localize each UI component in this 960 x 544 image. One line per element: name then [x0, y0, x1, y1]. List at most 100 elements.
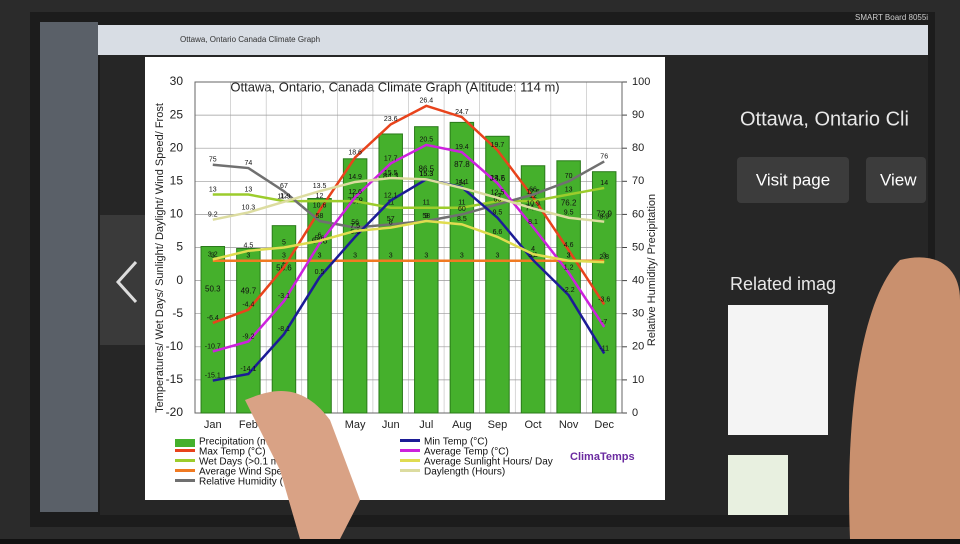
bar [591, 171, 617, 414]
bar-label: 50.3 [205, 284, 221, 293]
point-label: 13 [244, 186, 252, 193]
point-label: -8.1 [278, 326, 290, 333]
view-button[interactable] [866, 157, 926, 203]
point-label: 3 [282, 253, 286, 260]
brand: ClimaTemps [570, 451, 635, 463]
point-label: 14 [600, 180, 608, 187]
y2-tick-label: 80 [632, 142, 644, 154]
y-tick-label: -10 [166, 339, 184, 353]
legend-label: Max Temp (°C) [199, 447, 266, 458]
point-label: 11 [423, 200, 430, 207]
point-label: 4.6 [564, 242, 574, 249]
point-label: 12 [494, 193, 502, 200]
point-label: 56 [351, 219, 359, 226]
point-label: 10.6 [313, 202, 327, 209]
point-label: 3 [531, 253, 535, 260]
point-label: 0.5 [315, 269, 325, 276]
point-label: 7.5 [350, 223, 360, 230]
x-tick-label: Jul [419, 419, 433, 431]
bar [449, 121, 475, 414]
visit-button[interactable] [737, 157, 849, 203]
point-label: 3 [424, 253, 428, 260]
point-label: 13.5 [313, 183, 327, 190]
point-label: 11 [458, 200, 465, 207]
point-label: 9.5 [493, 210, 503, 217]
y2-tick-label: 90 [632, 109, 644, 121]
legend-label: Average Temp (°C) [424, 447, 509, 458]
point-label: -3.6 [598, 296, 610, 303]
bar-label: 84.3 [383, 172, 399, 181]
legend-label: Average Sunlight Hours/ Day [424, 457, 553, 468]
point-label: 3 [602, 253, 606, 260]
legend-swatch [175, 479, 195, 482]
bar-label: 83.6 [490, 174, 506, 183]
point-label: 58 [316, 213, 324, 220]
point-label: -4.4 [242, 302, 254, 309]
x-tick-label: May [345, 419, 366, 431]
x-tick-label: Feb [239, 419, 258, 431]
visit-label: Visit page [756, 170, 830, 189]
point-label: 8.1 [528, 219, 538, 226]
thumbnail[interactable] [728, 305, 828, 435]
point-label: 3 [567, 253, 571, 260]
point-label: -11 [599, 345, 609, 352]
y2-tick-label: 60 [632, 208, 644, 220]
y2-tick-label: 50 [632, 241, 644, 253]
point-label: 12.5 [491, 190, 505, 197]
point-label: 12.6 [348, 189, 362, 196]
point-label: 5 [282, 239, 286, 246]
y2-tick-label: 10 [632, 374, 644, 386]
point-label: 12.6 [526, 189, 540, 196]
y2-tick-label: 40 [632, 275, 644, 287]
prev-arrow [115, 260, 138, 304]
point-label: 23.6 [384, 116, 398, 123]
point-label: 6 [318, 233, 322, 240]
point-label: 14.1 [455, 179, 469, 186]
point-label: 3 [567, 253, 571, 260]
person [849, 257, 960, 539]
bar [200, 246, 226, 414]
browser-title: Ottawa, Ontario Canada Climate Graph [180, 35, 320, 44]
point-label: 74 [244, 160, 252, 167]
series-line [212, 186, 605, 210]
point-label: 58 [422, 213, 430, 220]
point-label: 19.4 [455, 144, 469, 151]
point-label: 15.3 [419, 171, 433, 178]
legend-label: Relative Humidity (%) [199, 477, 295, 488]
point-label: 3 [353, 253, 357, 260]
point-label: 8.5 [457, 216, 467, 223]
y-tick-label: 10 [170, 207, 184, 221]
series-line [212, 143, 606, 353]
y-tick-label: 15 [170, 173, 184, 187]
y-tick-label: 20 [170, 140, 184, 154]
point-label: 3 [496, 253, 500, 260]
legend-swatch [175, 459, 195, 462]
y-tick-label: 25 [170, 107, 184, 121]
point-label: 3 [318, 253, 322, 260]
bar [236, 247, 261, 414]
point-label: 1.2 [564, 264, 574, 271]
series-line [212, 219, 605, 264]
point-label: 3.1 [528, 252, 538, 259]
y2-axis-label: Relative Humidity/ Precipitation [646, 194, 658, 346]
y2-tick-label: 0 [632, 407, 638, 419]
point-label: 24.7 [455, 109, 469, 116]
thumbnail[interactable] [728, 455, 788, 515]
point-label: 9.5 [564, 210, 574, 217]
series-line [212, 176, 605, 223]
point-label: 63 [494, 196, 502, 203]
x-tick-label: Sep [488, 419, 508, 431]
y-axis-label: Temperatures/ Wet Days/ Sunlight/ Daylig… [154, 103, 166, 413]
x-tick-label: Jun [382, 419, 400, 431]
legend-label: Min Temp (°C) [424, 437, 488, 448]
series-line [212, 177, 606, 382]
point-label: 6.6 [350, 229, 360, 236]
point-label: 14 [458, 180, 466, 187]
bar-label: 72.9 [596, 210, 612, 219]
y-tick-label: 5 [176, 240, 183, 254]
point-label: -2.2 [563, 287, 575, 294]
point-label: -15.1 [205, 372, 221, 379]
point-label: 3 [211, 253, 215, 260]
bar-label: 49.7 [241, 286, 257, 295]
